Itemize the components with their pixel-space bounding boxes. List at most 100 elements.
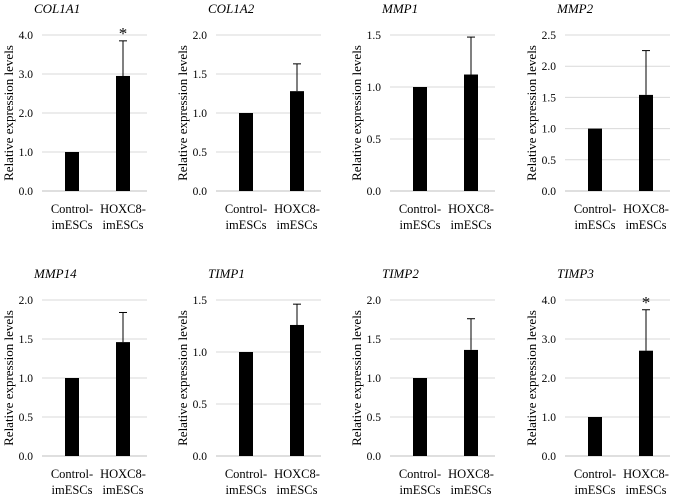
x-category-label: Control-	[51, 202, 93, 216]
bar-control	[413, 378, 427, 456]
x-category-label: imESCs	[52, 483, 93, 497]
x-category-label: imESCs	[626, 483, 667, 497]
x-category-label: imESCs	[277, 218, 318, 232]
y-tick-label: 0.5	[193, 399, 208, 411]
y-tick-label: 1.0	[542, 124, 557, 136]
y-tick-label: 1.5	[367, 30, 382, 42]
significance-marker: *	[119, 24, 128, 43]
chart-title: COL1A2	[208, 1, 255, 16]
x-category-label: imESCs	[103, 483, 144, 497]
y-tick-label: 1.0	[367, 373, 382, 385]
significance-marker: *	[642, 293, 651, 312]
chart-title: TIMP3	[557, 266, 594, 281]
x-category-label: imESCs	[451, 483, 492, 497]
bar-control	[588, 417, 602, 456]
y-tick-label: 2.0	[367, 295, 382, 307]
bar-control	[239, 113, 253, 191]
y-tick-label: 2.0	[19, 295, 34, 307]
y-tick-label: 1.0	[193, 347, 208, 359]
bar-control	[239, 352, 253, 456]
y-axis-label: Relative expression levels	[524, 45, 539, 181]
x-category-label: imESCs	[52, 218, 93, 232]
bar-control	[65, 152, 79, 191]
y-tick-label: 1.0	[367, 82, 382, 94]
y-axis-label: Relative expression levels	[349, 45, 364, 181]
y-tick-label: 1.5	[542, 92, 557, 104]
bar-control	[65, 378, 79, 456]
y-tick-label: 1.0	[542, 412, 557, 424]
y-tick-label: 0.5	[19, 412, 34, 424]
y-tick-label: 0.0	[367, 186, 382, 198]
x-category-label: Control-	[574, 467, 616, 481]
x-category-label: Control-	[225, 202, 267, 216]
bar-hoxc8	[116, 75, 130, 191]
y-axis-label: Relative expression levels	[1, 45, 16, 181]
bar-control	[413, 87, 427, 191]
x-category-label: Control-	[574, 202, 616, 216]
bar-hoxc8	[290, 91, 304, 191]
x-category-label: Control-	[51, 467, 93, 481]
chart-title: TIMP2	[382, 266, 419, 281]
chart-title: TIMP1	[208, 266, 245, 281]
y-axis-label: Relative expression levels	[175, 45, 190, 181]
y-tick-label: 4.0	[19, 30, 34, 42]
x-category-label: HOXC8-	[448, 467, 494, 481]
y-tick-label: 1.5	[193, 69, 208, 81]
y-tick-label: 0.0	[193, 186, 208, 198]
chart-title: COL1A1	[34, 1, 80, 16]
y-tick-label: 2.0	[542, 373, 557, 385]
x-category-label: imESCs	[400, 218, 441, 232]
y-tick-label: 0.0	[542, 451, 557, 463]
y-tick-label: 0.5	[367, 134, 382, 146]
x-category-label: HOXC8-	[623, 467, 669, 481]
y-axis-label: Relative expression levels	[524, 310, 539, 446]
y-tick-label: 1.0	[19, 147, 34, 159]
bar-hoxc8	[639, 94, 653, 191]
x-category-label: imESCs	[451, 218, 492, 232]
bar-hoxc8	[290, 324, 304, 456]
y-tick-label: 1.5	[193, 295, 208, 307]
x-category-label: imESCs	[400, 483, 441, 497]
bar-hoxc8	[464, 74, 478, 191]
x-category-label: HOXC8-	[274, 202, 320, 216]
y-tick-label: 0.0	[19, 186, 34, 198]
x-category-label: imESCs	[277, 483, 318, 497]
y-tick-label: 1.5	[19, 334, 34, 346]
y-tick-label: 2.0	[193, 30, 208, 42]
y-axis-label: Relative expression levels	[1, 310, 16, 446]
y-tick-label: 3.0	[542, 334, 557, 346]
x-category-label: imESCs	[575, 483, 616, 497]
bar-hoxc8	[464, 349, 478, 456]
y-tick-label: 1.5	[367, 334, 382, 346]
chart-title: MMP1	[381, 1, 418, 16]
bar-control	[588, 128, 602, 191]
y-tick-label: 1.0	[193, 108, 208, 120]
y-axis-label: Relative expression levels	[349, 310, 364, 446]
y-tick-label: 0.0	[193, 451, 208, 463]
x-category-label: imESCs	[103, 218, 144, 232]
chart-title: MMP14	[33, 266, 77, 281]
y-tick-label: 0.0	[542, 186, 557, 198]
x-category-label: HOXC8-	[100, 202, 146, 216]
chart-title: MMP2	[556, 1, 594, 16]
bar-hoxc8	[116, 342, 130, 456]
y-tick-label: 4.0	[542, 295, 557, 307]
y-axis-label: Relative expression levels	[175, 310, 190, 446]
y-tick-label: 0.5	[367, 412, 382, 424]
x-category-label: Control-	[399, 467, 441, 481]
y-tick-label: 2.0	[542, 61, 557, 73]
y-tick-label: 0.5	[193, 147, 208, 159]
bar-hoxc8	[639, 350, 653, 456]
x-category-label: HOXC8-	[623, 202, 669, 216]
x-category-label: Control-	[399, 202, 441, 216]
y-tick-label: 1.0	[19, 373, 34, 385]
x-category-label: HOXC8-	[100, 467, 146, 481]
x-category-label: Control-	[225, 467, 267, 481]
